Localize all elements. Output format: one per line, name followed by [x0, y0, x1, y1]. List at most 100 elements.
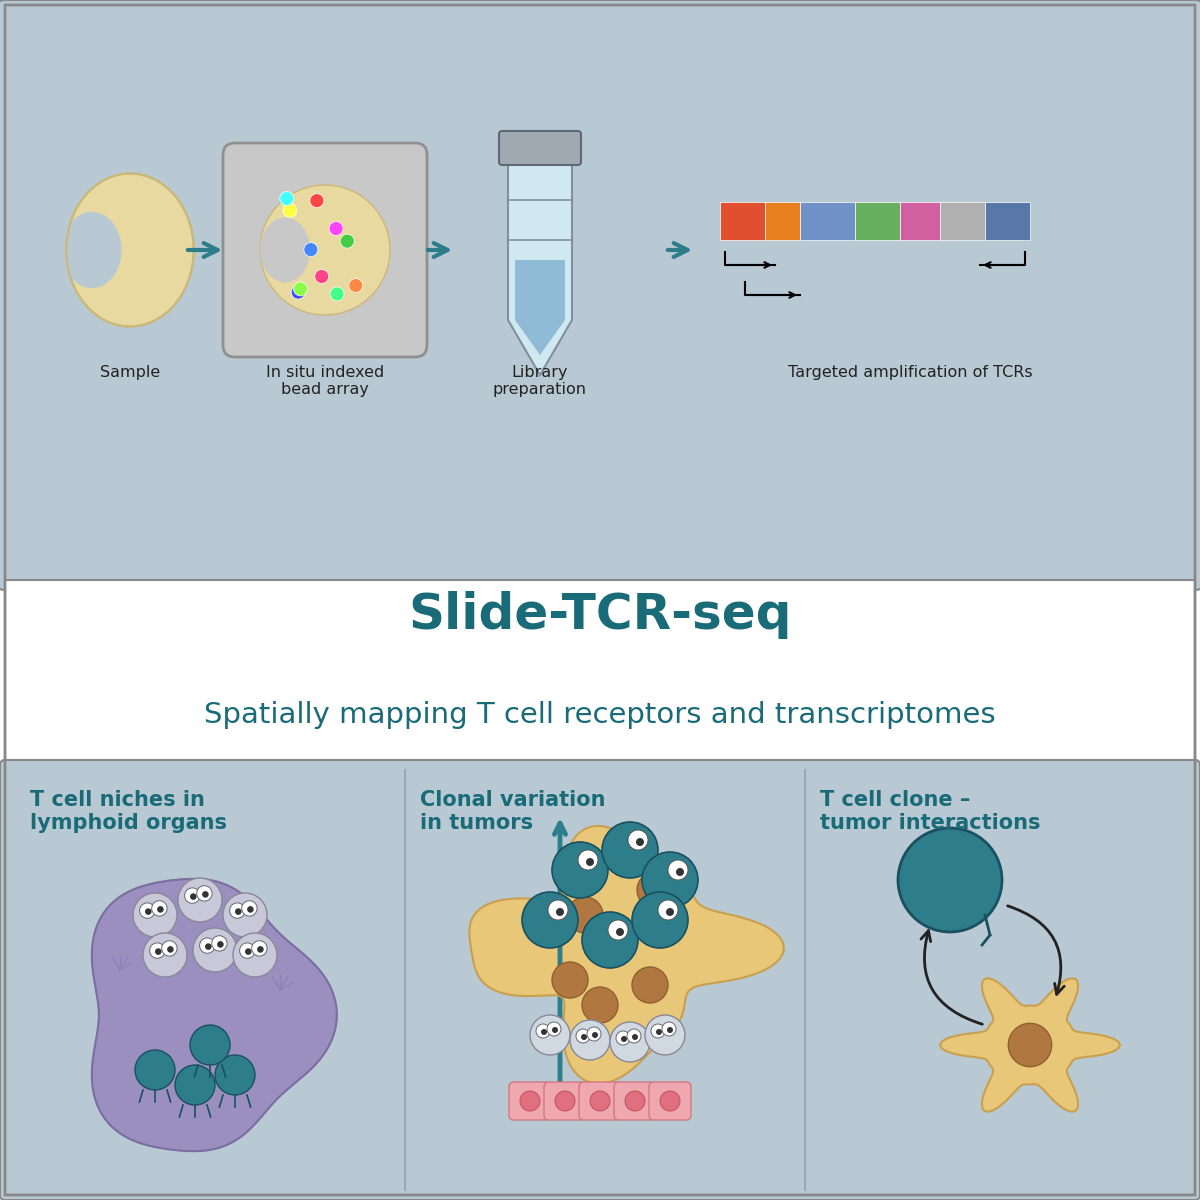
Circle shape	[190, 1025, 230, 1066]
Circle shape	[642, 852, 698, 908]
Circle shape	[280, 192, 294, 205]
Circle shape	[257, 946, 264, 953]
Polygon shape	[469, 826, 784, 1084]
Circle shape	[568, 898, 604, 934]
Circle shape	[622, 1036, 626, 1042]
Circle shape	[625, 1091, 646, 1111]
Circle shape	[628, 830, 648, 850]
Bar	[800, 202, 856, 240]
Circle shape	[650, 1024, 665, 1038]
Text: Sample: Sample	[100, 365, 160, 380]
Circle shape	[536, 1024, 550, 1038]
Circle shape	[552, 842, 608, 898]
Circle shape	[202, 892, 209, 898]
Circle shape	[329, 222, 343, 235]
Circle shape	[587, 1027, 601, 1040]
Circle shape	[570, 1020, 610, 1060]
Circle shape	[586, 858, 594, 866]
Circle shape	[133, 893, 178, 937]
Circle shape	[520, 1091, 540, 1111]
Polygon shape	[941, 978, 1120, 1111]
Circle shape	[522, 892, 578, 948]
Circle shape	[578, 850, 598, 870]
Text: Spatially mapping T cell receptors and transcriptomes: Spatially mapping T cell receptors and t…	[204, 701, 996, 730]
Circle shape	[162, 941, 178, 956]
Circle shape	[1008, 1024, 1051, 1067]
Text: T cell niches in
lymphoid organs: T cell niches in lymphoid organs	[30, 790, 227, 833]
Circle shape	[349, 278, 362, 293]
Circle shape	[215, 1055, 256, 1094]
FancyBboxPatch shape	[544, 1082, 586, 1120]
Circle shape	[554, 1091, 575, 1111]
Circle shape	[292, 286, 305, 299]
Circle shape	[199, 938, 215, 953]
Bar	[985, 202, 1030, 240]
Circle shape	[592, 1032, 598, 1038]
Circle shape	[341, 234, 354, 248]
Circle shape	[658, 900, 678, 920]
Circle shape	[556, 908, 564, 916]
FancyBboxPatch shape	[499, 131, 581, 164]
Circle shape	[548, 900, 568, 920]
Circle shape	[151, 901, 167, 916]
Circle shape	[668, 860, 688, 880]
Text: Slide-TCR-seq: Slide-TCR-seq	[408, 590, 792, 638]
Circle shape	[205, 943, 211, 950]
Circle shape	[632, 967, 668, 1003]
Circle shape	[217, 941, 223, 948]
Circle shape	[223, 893, 266, 937]
Text: Clonal variation
in tumors: Clonal variation in tumors	[420, 790, 606, 833]
Circle shape	[134, 1050, 175, 1090]
FancyBboxPatch shape	[649, 1082, 691, 1120]
FancyBboxPatch shape	[0, 0, 1200, 590]
Circle shape	[547, 1022, 562, 1036]
Circle shape	[150, 943, 164, 959]
Ellipse shape	[62, 211, 121, 288]
FancyBboxPatch shape	[509, 1082, 551, 1120]
Circle shape	[252, 941, 268, 956]
Circle shape	[590, 1091, 610, 1111]
Circle shape	[632, 892, 688, 948]
Circle shape	[139, 902, 155, 918]
Circle shape	[616, 928, 624, 936]
Circle shape	[157, 906, 163, 913]
Circle shape	[247, 906, 253, 913]
Circle shape	[602, 822, 658, 878]
Circle shape	[541, 1028, 547, 1034]
Circle shape	[175, 1066, 215, 1105]
Circle shape	[190, 893, 197, 900]
FancyBboxPatch shape	[580, 1082, 622, 1120]
Circle shape	[608, 920, 628, 940]
Ellipse shape	[260, 185, 390, 314]
Polygon shape	[92, 878, 337, 1151]
PathPatch shape	[515, 260, 565, 355]
Bar	[856, 202, 900, 240]
Bar	[940, 202, 985, 240]
Circle shape	[666, 908, 674, 916]
Ellipse shape	[66, 174, 193, 326]
Circle shape	[637, 872, 673, 908]
Circle shape	[610, 1022, 650, 1062]
Circle shape	[167, 946, 174, 953]
Circle shape	[646, 1015, 685, 1055]
Circle shape	[662, 1022, 676, 1036]
Circle shape	[197, 886, 212, 901]
Circle shape	[240, 943, 254, 959]
Circle shape	[582, 912, 638, 968]
Circle shape	[314, 270, 329, 283]
Circle shape	[233, 934, 277, 977]
Bar	[900, 202, 940, 240]
Circle shape	[676, 868, 684, 876]
Circle shape	[304, 242, 318, 257]
FancyBboxPatch shape	[0, 760, 1200, 1200]
Circle shape	[616, 1031, 630, 1045]
Circle shape	[628, 1028, 641, 1043]
Circle shape	[667, 1027, 673, 1033]
Circle shape	[145, 908, 151, 914]
Text: T cell clone –
tumor interactions: T cell clone – tumor interactions	[820, 790, 1040, 833]
Circle shape	[330, 287, 344, 301]
Circle shape	[552, 1027, 558, 1033]
Bar	[5, 580, 1195, 766]
Bar	[720, 202, 766, 240]
Circle shape	[241, 901, 257, 916]
